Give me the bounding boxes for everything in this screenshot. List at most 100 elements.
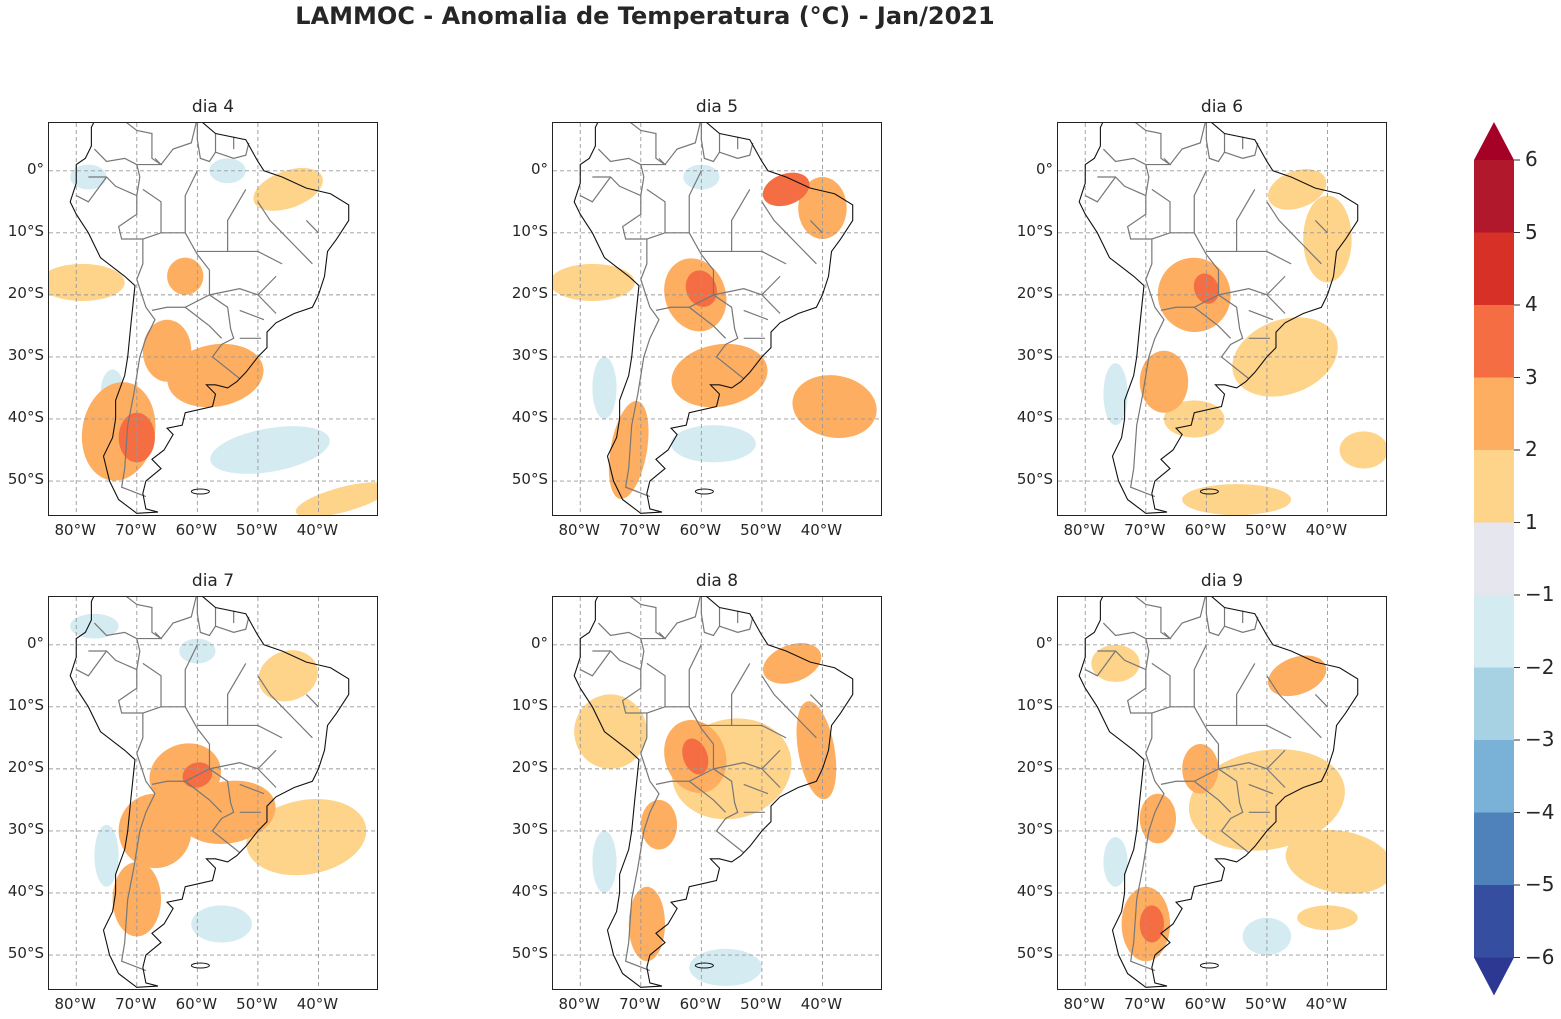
anomaly-contour bbox=[762, 172, 810, 207]
latitude-tick-label: 50°S bbox=[1016, 944, 1053, 962]
country-border bbox=[184, 780, 222, 813]
anomaly-contour bbox=[246, 798, 367, 876]
country-border bbox=[1145, 706, 1250, 854]
anomaly-contour bbox=[763, 643, 822, 684]
panel-title: dia 5 bbox=[695, 97, 739, 117]
country-border bbox=[797, 244, 817, 265]
latitude-tick-label: 10°S bbox=[1016, 221, 1053, 240]
anomaly-contour bbox=[792, 375, 877, 438]
anomaly-contour bbox=[49, 263, 125, 302]
country-border bbox=[701, 250, 787, 265]
longitude-tick-label: 80°W bbox=[1063, 521, 1105, 539]
country-border bbox=[630, 123, 701, 166]
latitude-tick-label: 20°S bbox=[511, 283, 548, 302]
colorbar-tick-label: 4 bbox=[1525, 292, 1538, 316]
country-border bbox=[257, 768, 277, 788]
country-border bbox=[305, 219, 319, 234]
anomaly-contour bbox=[1268, 169, 1327, 210]
country-border bbox=[701, 724, 787, 739]
country-border bbox=[1218, 275, 1286, 296]
latitude-tick-label: 30°S bbox=[1016, 345, 1053, 364]
country-border bbox=[1151, 188, 1171, 233]
anomaly-contour bbox=[671, 425, 756, 463]
panel-title: dia 9 bbox=[1200, 571, 1244, 591]
colorbar-segment bbox=[1474, 160, 1514, 233]
anomaly-contour bbox=[258, 650, 318, 702]
longitude-tick-label: 80°W bbox=[54, 995, 96, 1013]
longitude-tick-label: 40°W bbox=[800, 995, 843, 1013]
country-border bbox=[293, 244, 313, 265]
anomaly-contour bbox=[1297, 905, 1358, 931]
latitude-tick-label: 20°S bbox=[7, 757, 44, 776]
colorbar-tick-label: 5 bbox=[1525, 219, 1538, 244]
latitude-tick-label: 40°S bbox=[7, 881, 44, 900]
country-border bbox=[1097, 650, 1152, 714]
country-border bbox=[151, 294, 210, 311]
anomaly-contour bbox=[796, 701, 837, 800]
latitude-tick-label: 10°S bbox=[7, 695, 44, 714]
country-border bbox=[142, 662, 162, 707]
country-border bbox=[1097, 176, 1152, 240]
colorbar-segment bbox=[1474, 377, 1514, 451]
country-border bbox=[624, 279, 660, 498]
colorbar-tick-label: −1 bbox=[1525, 582, 1555, 606]
country-border bbox=[743, 309, 769, 321]
longitude-tick-label: 40°W bbox=[800, 521, 843, 539]
anomaly-contour bbox=[685, 270, 717, 307]
country-border bbox=[197, 250, 283, 265]
latitude-tick-label: 30°S bbox=[7, 819, 44, 838]
latitude-tick-label: 50°S bbox=[1016, 470, 1053, 488]
anomaly-contour bbox=[553, 263, 635, 302]
country-border bbox=[809, 219, 823, 234]
latitude-tick-label: 50°S bbox=[511, 944, 548, 962]
anomaly-map bbox=[49, 123, 377, 515]
coastline bbox=[1078, 597, 1359, 988]
latitude-tick-label: 30°S bbox=[511, 345, 548, 364]
country-border bbox=[93, 622, 141, 670]
country-border bbox=[1266, 675, 1304, 720]
anomaly-contour bbox=[1091, 644, 1140, 683]
colorbar-tick-label: −5 bbox=[1525, 872, 1555, 896]
country-border bbox=[579, 650, 612, 677]
longitude-tick-label: 60°W bbox=[1184, 521, 1227, 539]
anomaly-contour bbox=[94, 824, 119, 887]
colorbar-tick-label: −2 bbox=[1525, 654, 1555, 679]
longitude-tick-label: 60°W bbox=[679, 521, 722, 539]
country-border bbox=[1145, 232, 1250, 380]
country-border bbox=[579, 176, 612, 203]
falkland-islands bbox=[190, 962, 210, 969]
country-border bbox=[196, 123, 250, 163]
colorbar-segment bbox=[1474, 595, 1514, 668]
longitude-tick-label: 80°W bbox=[1063, 995, 1105, 1013]
anomaly-contour bbox=[1193, 273, 1219, 304]
country-border bbox=[761, 675, 799, 720]
longitude-tick-label: 40°W bbox=[296, 521, 339, 539]
anomaly-contour bbox=[1339, 431, 1386, 469]
colorbar-extend-min bbox=[1474, 957, 1514, 996]
latitude-tick-label: 10°S bbox=[511, 221, 548, 240]
country-border bbox=[713, 749, 781, 770]
longitude-tick-label: 50°W bbox=[1245, 521, 1287, 539]
colorbar-segment bbox=[1474, 305, 1514, 378]
colorbar-tick-label: −6 bbox=[1525, 944, 1555, 969]
anomaly-contour bbox=[295, 482, 377, 515]
anomaly-contour bbox=[1139, 793, 1177, 844]
country-border bbox=[655, 768, 714, 785]
country-border bbox=[713, 275, 781, 296]
latitude-tick-label: 30°S bbox=[7, 345, 44, 364]
country-border bbox=[184, 644, 198, 707]
anomaly-contour bbox=[179, 780, 276, 844]
country-border bbox=[1302, 718, 1322, 739]
country-border bbox=[1266, 201, 1304, 246]
colorbar-tick-label: 2 bbox=[1525, 437, 1538, 461]
longitude-tick-label: 80°W bbox=[558, 995, 600, 1013]
country-border bbox=[1218, 749, 1286, 770]
country-border bbox=[1160, 768, 1219, 785]
country-border bbox=[761, 768, 781, 788]
country-border bbox=[227, 663, 247, 726]
country-border bbox=[1193, 170, 1207, 233]
country-border bbox=[75, 176, 108, 203]
anomaly-contour bbox=[1182, 484, 1292, 515]
anomaly-contour bbox=[210, 426, 330, 474]
anomaly-contour bbox=[1285, 829, 1386, 894]
